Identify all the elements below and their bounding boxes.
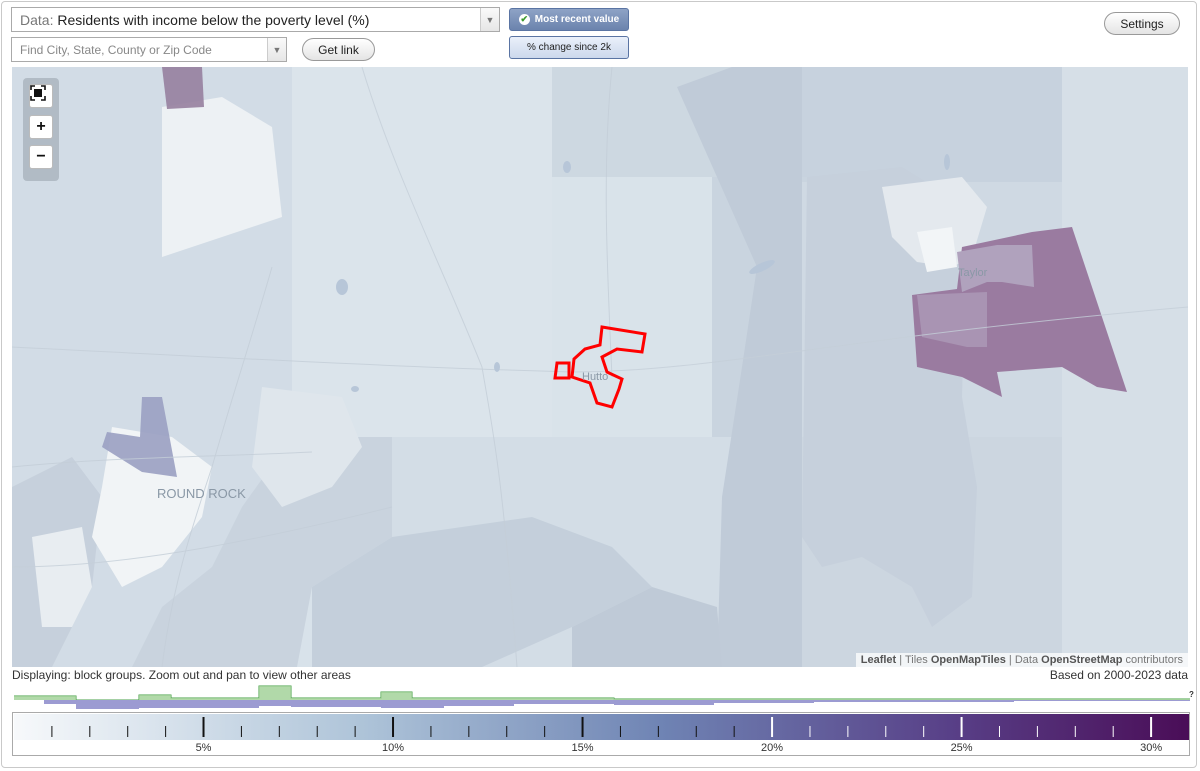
fullscreen-icon[interactable] — [29, 84, 53, 108]
chevron-down-icon[interactable]: ▼ — [480, 8, 499, 31]
fullscreen-glyph — [30, 85, 46, 101]
legend-tick-label: 10% — [382, 742, 404, 754]
most-recent-value-toggle[interactable]: ✔ Most recent value — [509, 8, 629, 31]
data-years-note: Based on 2000-2023 data — [1049, 668, 1188, 682]
settings-button[interactable]: Settings — [1104, 12, 1180, 35]
location-search-placeholder: Find City, State, County or Zip Code — [20, 42, 212, 57]
zoom-in-button[interactable]: + — [29, 115, 53, 139]
pct-change-toggle[interactable]: % change since 2k — [509, 36, 629, 59]
legend-tick-label: 20% — [761, 742, 783, 754]
legend-tick-label: 5% — [196, 742, 212, 754]
data-prefix: Data — [1014, 654, 1039, 666]
map-attribution: Leaflet | Tiles OpenMapTiles | Data Open… — [855, 653, 1188, 667]
data-select[interactable]: Data: Residents with income below the po… — [11, 7, 500, 32]
checkmark-icon: ✔ — [518, 14, 530, 25]
map-view[interactable]: ROUND ROCK Hutto Taylor + − Leaflet | Ti… — [12, 67, 1188, 667]
legend-tick-label: 15% — [572, 742, 594, 754]
histogram-help-icon[interactable]: ? — [1189, 690, 1194, 699]
chevron-down-icon[interactable]: ▼ — [267, 38, 286, 61]
contributors-text: contributors — [1125, 654, 1183, 666]
location-search-input[interactable]: Find City, State, County or Zip Code ▼ — [11, 37, 287, 62]
leaflet-link[interactable]: Leaflet — [860, 654, 897, 666]
get-link-button[interactable]: Get link — [302, 38, 375, 61]
choropleth-map[interactable] — [12, 67, 1188, 667]
taylor-label: Taylor — [958, 267, 988, 279]
zoom-out-button[interactable]: − — [29, 145, 53, 169]
tiles-prefix: Tiles — [904, 654, 928, 666]
round-rock-label: ROUND ROCK — [157, 486, 246, 501]
display-level-note: Displaying: block groups. Zoom out and p… — [12, 668, 351, 682]
legend-svg: 5% 10% 15% 20% 25% 30% — [14, 714, 1189, 754]
most-recent-label: Most recent value — [534, 14, 620, 25]
color-scale-legend: 5% 10% 15% 20% 25% 30% — [12, 712, 1190, 756]
openmaptiles-link[interactable]: OpenMapTiles — [930, 654, 1006, 666]
openstreetmap-link[interactable]: OpenStreetMap — [1041, 654, 1123, 666]
legend-tick-label: 30% — [1140, 742, 1162, 754]
legend-tick-label: 25% — [951, 742, 973, 754]
zoom-controls: + − — [23, 78, 59, 181]
data-select-prefix: Data: — [20, 11, 54, 28]
value-histogram — [14, 685, 1190, 709]
hutto-label: Hutto — [582, 371, 609, 383]
data-select-value: Residents with income below the poverty … — [57, 11, 370, 28]
